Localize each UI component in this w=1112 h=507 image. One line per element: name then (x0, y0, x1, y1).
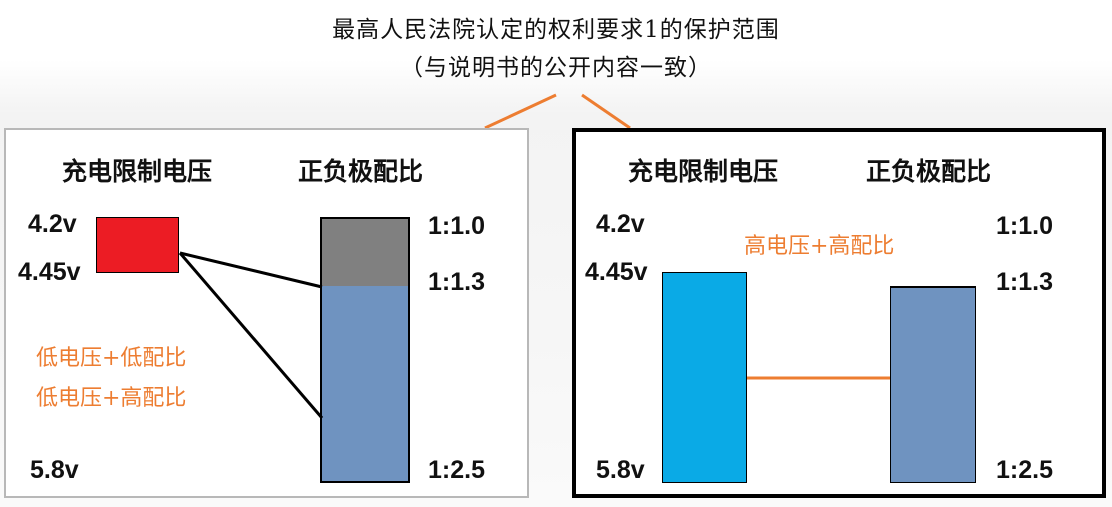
main-title: 最高人民法院认定的权利要求1的保护范围 (332, 17, 780, 43)
left-voltage-5-8: 5.8v (30, 456, 79, 484)
right-ratio-1-0: 1:1.0 (996, 212, 1053, 240)
left-ratio-1-3: 1:1.3 (428, 268, 485, 296)
left-voltage-header: 充电限制电压 (62, 157, 213, 186)
left-panel (4, 128, 529, 498)
note-low-voltage-high-ratio: 低电压+高配比 (36, 386, 187, 411)
note-low-voltage-low-ratio: 低电压+低配比 (36, 346, 187, 371)
connector-low-ratio (179, 251, 323, 289)
right-ratio-1-3: 1:1.3 (996, 268, 1053, 296)
left-voltage-4-45: 4.45v (18, 258, 81, 286)
left-ratio-1-0: 1:1.0 (428, 212, 485, 240)
right-voltage-4-45: 4.45v (585, 258, 648, 286)
left-ratio-header: 正负极配比 (298, 157, 424, 186)
high-voltage-block (662, 272, 747, 483)
low-voltage-block (96, 217, 179, 273)
pointer-right-line (581, 93, 631, 130)
low-ratio-block (320, 217, 410, 287)
right-ratio-2-5: 1:2.5 (996, 456, 1053, 484)
right-panel (572, 128, 1106, 498)
connector-high-ratio (178, 252, 324, 419)
pointer-left-line (484, 93, 557, 130)
left-ratio-2-5: 1:2.5 (428, 456, 485, 484)
right-voltage-4-2: 4.2v (596, 210, 645, 238)
subtitle: （与说明书的公开内容一致） (400, 55, 712, 81)
note-high-voltage-high-ratio: 高电压+高配比 (744, 234, 895, 259)
right-voltage-header: 充电限制电压 (628, 157, 779, 186)
right-high-ratio-block (890, 286, 976, 483)
high-ratio-block (320, 286, 410, 483)
right-voltage-5-8: 5.8v (596, 456, 645, 484)
left-voltage-4-2: 4.2v (28, 210, 77, 238)
right-ratio-header: 正负极配比 (866, 157, 992, 186)
